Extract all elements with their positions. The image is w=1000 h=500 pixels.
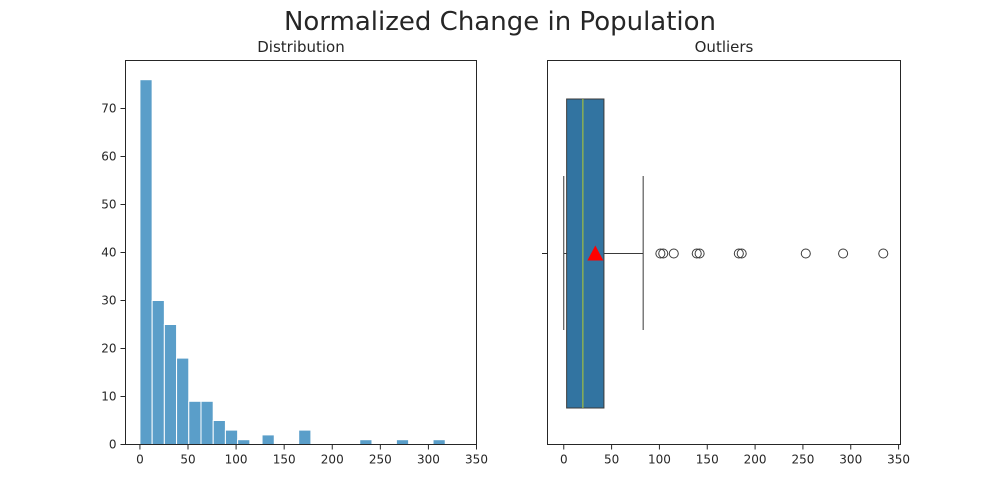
y-tick-label: 10	[101, 390, 116, 404]
x-tick-label: 350	[465, 453, 488, 467]
histogram-x-axis: 0 50 100 150 200 250 300 350	[136, 444, 488, 467]
histogram-bar	[298, 429, 312, 446]
x-tick-label: 300	[839, 453, 862, 467]
outlier-point	[658, 248, 669, 259]
y-tick-label: 20	[101, 342, 116, 356]
outlier-point	[733, 248, 744, 259]
x-tick-label: 150	[696, 453, 719, 467]
histogram-bar	[395, 439, 410, 446]
histogram-bar	[212, 420, 226, 445]
y-tick-label: 30	[101, 294, 116, 308]
histogram-bar	[432, 439, 446, 446]
outlier-point	[655, 248, 666, 259]
histogram-bar	[237, 439, 251, 446]
outlier-point	[736, 248, 747, 259]
outlier-point	[838, 248, 849, 259]
y-tick-label: 50	[101, 198, 116, 212]
outlier-point	[668, 248, 679, 259]
x-tick-label: 100	[225, 453, 248, 467]
histogram-bar	[200, 400, 214, 445]
outlier-point	[800, 248, 811, 259]
boxplot-elements	[563, 98, 889, 409]
y-tick-label: 70	[101, 102, 116, 116]
boxplot-panel: Outliers 0 50 100 150 200 250 300 350	[542, 38, 910, 467]
boxplot-x-axis: 0 50 100 150 200 250 300 350	[560, 444, 910, 467]
x-tick-label: 50	[180, 453, 195, 467]
outlier-point	[691, 248, 702, 259]
histogram-bar	[176, 357, 190, 446]
histogram-bars	[139, 79, 446, 446]
x-tick-label: 200	[744, 453, 767, 467]
x-tick-label: 0	[560, 453, 568, 467]
histogram-bar	[151, 300, 165, 445]
histogram-y-axis: 0 10 20 30 40 50 60 70	[101, 102, 126, 452]
histogram-bar	[139, 79, 153, 445]
histogram-bar	[188, 400, 202, 445]
y-tick-label: 0	[109, 438, 117, 452]
x-tick-label: 50	[604, 453, 619, 467]
histogram-bar	[261, 434, 275, 445]
x-tick-label: 350	[887, 453, 910, 467]
y-tick-label: 60	[101, 150, 116, 164]
x-tick-label: 300	[417, 453, 440, 467]
histogram-bar	[359, 439, 373, 446]
figure-title: Normalized Change in Population	[284, 7, 716, 37]
histogram-title: Distribution	[257, 38, 345, 56]
histogram-bar	[224, 429, 239, 446]
boxplot-frame	[547, 60, 901, 445]
x-tick-label: 250	[369, 453, 392, 467]
x-tick-label: 250	[791, 453, 814, 467]
boxplot-title: Outliers	[695, 38, 754, 56]
y-tick-label: 40	[101, 246, 116, 260]
outlier-point	[878, 248, 889, 259]
histogram-bar	[163, 324, 178, 445]
outlier-point	[694, 248, 705, 259]
histogram-panel: Distribution 0 50 100 150 200 250 300 350 0 10 20…	[101, 38, 488, 467]
x-tick-label: 100	[648, 453, 671, 467]
x-tick-label: 200	[321, 453, 344, 467]
x-tick-label: 0	[136, 453, 144, 467]
x-tick-label: 150	[273, 453, 296, 467]
histogram-frame	[125, 60, 477, 445]
mean-marker	[587, 245, 604, 261]
